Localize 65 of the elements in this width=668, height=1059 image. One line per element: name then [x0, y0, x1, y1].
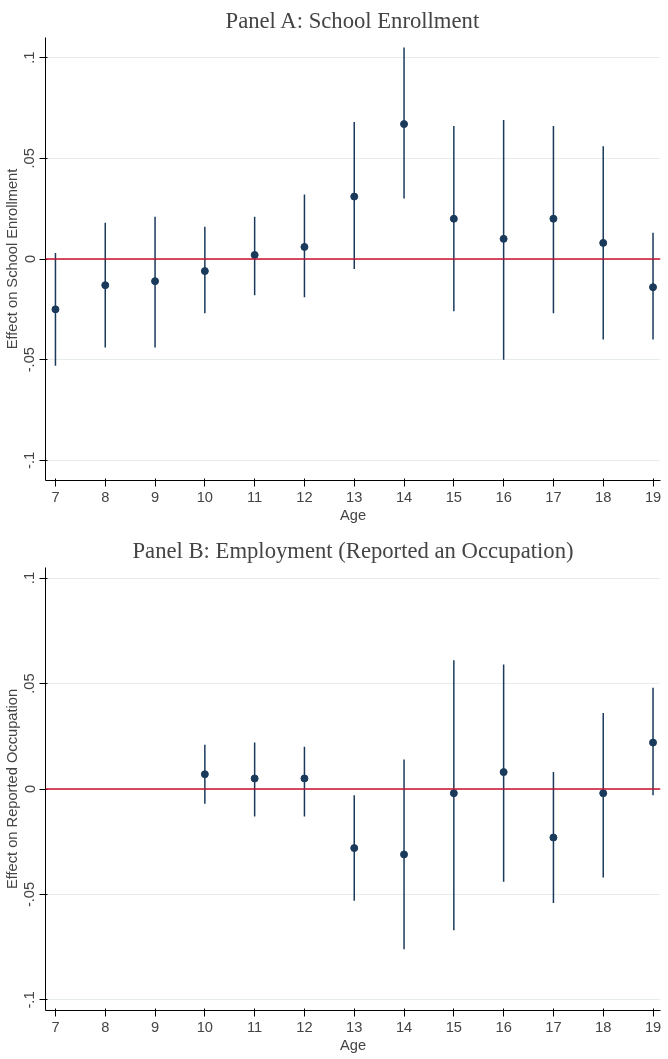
- point: [250, 250, 259, 259]
- y-tick-label: -.1: [21, 991, 38, 1009]
- x-tick-label: 16: [495, 488, 512, 505]
- x-axis-title: Age: [339, 1036, 367, 1053]
- y-tick-label: -.05: [21, 347, 38, 373]
- point: [649, 283, 658, 292]
- x-axis-title: Age: [339, 506, 367, 523]
- point: [549, 833, 558, 842]
- point: [400, 850, 409, 859]
- point: [499, 768, 508, 777]
- x-tick-label: 13: [346, 1018, 363, 1035]
- chart-title: Panel A: School Enrollment: [225, 7, 480, 33]
- y-tick-label: -.1: [21, 451, 38, 469]
- x-tick-label: 15: [445, 1018, 462, 1035]
- x-tick-label: 13: [346, 488, 363, 505]
- x-tick-label: 9: [150, 488, 160, 505]
- y-axis-title: Effect on Reported Occupation: [3, 688, 20, 890]
- point: [250, 774, 259, 783]
- y-tick-label: 0: [21, 254, 38, 264]
- x-tick-label: 8: [101, 488, 110, 505]
- x-tick-label: 17: [545, 488, 562, 505]
- point: [300, 774, 309, 783]
- x-tick-label: 18: [595, 1018, 612, 1035]
- x-tick-label: 15: [445, 488, 462, 505]
- point: [51, 305, 60, 314]
- y-axis-title: Effect on School Enrollment: [3, 168, 20, 350]
- point: [300, 242, 309, 251]
- y-tick-label: -.05: [21, 881, 38, 908]
- x-tick-label: 11: [247, 488, 263, 505]
- point: [350, 192, 359, 201]
- y-tick-label: .05: [21, 148, 38, 169]
- point: [449, 789, 458, 798]
- point: [599, 238, 608, 247]
- point: [599, 789, 608, 798]
- x-tick-label: 7: [51, 488, 60, 505]
- x-tick-label: 17: [545, 1018, 562, 1035]
- point: [350, 844, 359, 853]
- point: [649, 738, 658, 747]
- point: [101, 281, 110, 290]
- x-tick-label: 10: [196, 488, 214, 505]
- x-tick-label: 14: [395, 1018, 413, 1035]
- x-tick-label: 12: [296, 1018, 313, 1035]
- chart-title: Panel B: Employment (Reported an Occupation): [132, 537, 574, 563]
- x-tick-label: 19: [644, 1018, 662, 1035]
- point: [449, 214, 458, 223]
- y-tick-label: .1: [21, 571, 38, 585]
- point: [200, 770, 209, 779]
- point: [400, 120, 409, 129]
- point: [499, 234, 508, 243]
- y-tick-label: 0: [21, 784, 38, 794]
- x-tick-label: 9: [150, 1018, 160, 1035]
- x-tick-label: 11: [247, 1018, 263, 1035]
- point: [549, 214, 558, 223]
- x-tick-label: 19: [644, 488, 662, 505]
- x-tick-label: 18: [595, 488, 612, 505]
- point: [151, 277, 160, 286]
- x-tick-label: 10: [196, 1018, 214, 1035]
- x-tick-label: 12: [296, 488, 313, 505]
- point: [200, 267, 209, 276]
- x-tick-label: 8: [101, 1018, 110, 1035]
- x-tick-label: 16: [495, 1018, 512, 1035]
- y-tick-label: .05: [21, 673, 38, 694]
- x-tick-label: 7: [51, 1018, 60, 1035]
- y-tick-label: .1: [21, 51, 38, 64]
- x-tick-label: 14: [395, 488, 413, 505]
